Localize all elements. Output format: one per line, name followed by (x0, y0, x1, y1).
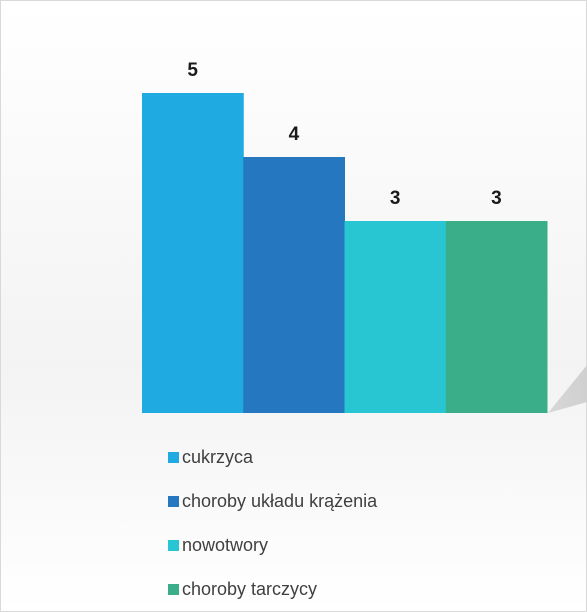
legend-swatch (168, 584, 179, 595)
plot-area: 5 4 3 3 (142, 60, 548, 413)
bar (445, 221, 548, 413)
data-label: 3 (491, 188, 502, 209)
data-label: 5 (187, 60, 198, 81)
bar (142, 93, 244, 413)
legend-label: choroby układu krążenia (182, 491, 378, 511)
data-label: 3 (390, 188, 401, 209)
legend-label: choroby tarczycy (182, 579, 317, 599)
legend-swatch (168, 496, 179, 507)
legend: cukrzyca choroby układu krążenia nowotwory… (168, 447, 378, 599)
bar (243, 157, 345, 413)
bar (344, 221, 447, 413)
legend-swatch (168, 452, 179, 463)
legend-swatch (168, 540, 179, 551)
legend-label: nowotwory (182, 535, 268, 555)
legend-label: cukrzyca (182, 447, 254, 467)
data-label: 4 (289, 124, 300, 145)
